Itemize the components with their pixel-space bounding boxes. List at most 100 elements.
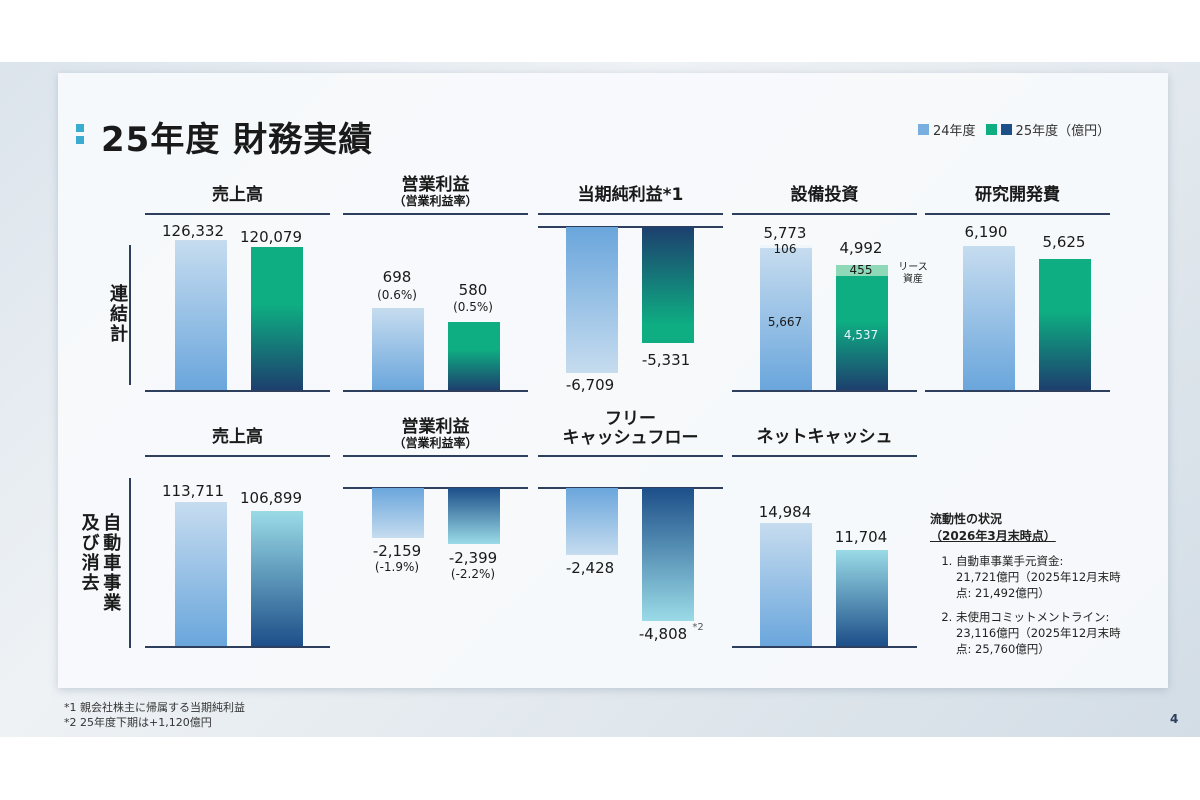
bar-op-fy25 xyxy=(448,321,500,390)
header-op2-sub: （営業利益率） xyxy=(393,435,478,450)
value-op-ratio-fy24: (0.6%) xyxy=(377,288,417,302)
value-capex-fy24: 5,773 xyxy=(763,224,807,242)
liquidity-item-2: 未使用コミットメントライン: 23,116億円（2025年12月末時 点: 25… xyxy=(956,609,1121,657)
value-netcash-fy24: 14,984 xyxy=(758,503,812,521)
axis-sales xyxy=(145,390,330,392)
liquidity-heading-date: （2026年3月末時点） xyxy=(930,528,1056,543)
axis-op xyxy=(343,390,528,392)
header-sales2: 売上高 xyxy=(212,427,263,447)
value-ni-fy24: -6,709 xyxy=(565,376,615,394)
value-sales-fy25: 120,079 xyxy=(239,228,303,246)
value-ni-fy25: -5,331 xyxy=(641,351,691,369)
bar-capex-fy24-lease xyxy=(760,245,812,248)
legend-label-fy24: 24年度 xyxy=(933,124,976,139)
axis-netcash xyxy=(732,646,917,648)
bar-auto-op-fy24 xyxy=(372,488,424,538)
header-netcash: ネットキャッシュ xyxy=(756,427,893,447)
header-rule-netcash xyxy=(732,455,917,457)
label-lease-asset: リース 資産 xyxy=(898,262,928,285)
header-fcf: フリー キャッシュフロー xyxy=(562,409,699,448)
bar-fcf-fy24 xyxy=(566,488,618,555)
value-op-fy25: 580 xyxy=(458,281,488,299)
bar-rd-fy25 xyxy=(1039,259,1091,390)
value-capex-fy24-lease: 106 xyxy=(773,242,797,256)
value-capex-fy25-lease: 455 xyxy=(849,263,873,277)
bar-auto-sales-fy25 xyxy=(251,510,303,646)
value-auto-op-fy24: -2,159 xyxy=(372,542,422,560)
bar-auto-sales-fy24 xyxy=(175,502,227,646)
value-auto-op-ratio-fy25: (-2.2%) xyxy=(450,567,496,581)
title-bullet-top xyxy=(76,124,84,132)
value-auto-sales-fy24: 113,711 xyxy=(161,482,225,500)
bar-capex-fy24-main xyxy=(760,247,812,390)
header-op-sub: （営業利益率） xyxy=(393,193,478,208)
liquidity-item-1: 自動車事業手元資金: 21,721億円（2025年12月末時 点: 21,492… xyxy=(956,553,1121,601)
footnote-2: *2 25年度下期は+1,120億円 xyxy=(64,716,212,729)
value-rd-fy25: 5,625 xyxy=(1042,233,1086,251)
value-auto-op-fy25: -2,399 xyxy=(448,549,498,567)
header-rule-ni xyxy=(538,213,723,215)
footnote-1: *1 親会社株主に帰属する当期純利益 xyxy=(64,701,245,714)
header-rule-op2 xyxy=(343,455,528,457)
legend-swatch-fy25-green xyxy=(985,124,997,135)
bar-ni-fy24 xyxy=(566,227,618,373)
row-label-auto: 自動車事業 及び消去 xyxy=(78,513,122,613)
header-op2-title: 営業利益 xyxy=(401,417,470,437)
axis-op2 xyxy=(343,487,528,489)
liquidity-box: 流動性の状況 （2026年3月末時点） 自動車事業手元資金: 21,721億円（… xyxy=(930,511,1121,665)
legend: 24年度 25年度（億円） xyxy=(918,120,1110,139)
bar-capex-fy25-main xyxy=(836,276,888,390)
value-auto-sales-fy25: 106,899 xyxy=(239,489,303,507)
bar-capex-fy25-lease xyxy=(836,264,888,277)
legend-label-fy25: 25年度（億円） xyxy=(1015,124,1111,139)
header-op-title: 営業利益 xyxy=(401,175,470,195)
value-netcash-fy25: 11,704 xyxy=(834,528,888,546)
legend-swatch-fy25-blue xyxy=(1000,124,1012,135)
axis-rd xyxy=(925,390,1110,392)
header-rule-op xyxy=(343,213,528,215)
value-capex-fy24-main: 5,667 xyxy=(767,315,803,329)
value-sales-fy24: 126,332 xyxy=(161,222,225,240)
header-rule-sales2 xyxy=(145,455,330,457)
axis-ni xyxy=(538,226,723,228)
bar-fcf-fy25 xyxy=(642,488,694,621)
value-op-ratio-fy25: (0.5%) xyxy=(453,300,493,314)
bar-netcash-fy25 xyxy=(836,549,888,646)
page-number: 4 xyxy=(1170,712,1179,726)
header-op2: 営業利益 （営業利益率） xyxy=(343,418,528,450)
header-op: 営業利益 （営業利益率） xyxy=(343,176,528,208)
bar-netcash-fy24 xyxy=(760,523,812,646)
liquidity-heading: 流動性の状況 xyxy=(930,512,1003,526)
row-label-consolidated: 連結計 xyxy=(107,284,128,344)
header-sales: 売上高 xyxy=(212,185,263,205)
header-rule-fcf xyxy=(538,455,723,457)
legend-swatch-fy24 xyxy=(918,124,929,135)
bar-ni-fy25 xyxy=(642,227,694,343)
bar-op-fy24 xyxy=(372,308,424,390)
title-bullet-bottom xyxy=(76,136,84,144)
value-capex-fy25-main: 4,537 xyxy=(843,328,879,342)
header-rd: 研究開発費 xyxy=(975,185,1060,205)
value-capex-fy25: 4,992 xyxy=(839,239,883,257)
bar-sales-fy24 xyxy=(175,240,227,390)
axis-capex xyxy=(732,390,917,392)
page-title: 25年度 財務実績 xyxy=(101,120,374,160)
liquidity-list: 自動車事業手元資金: 21,721億円（2025年12月末時 点: 21,492… xyxy=(930,553,1121,658)
row-divider-consolidated xyxy=(129,245,131,385)
bar-auto-op-fy25 xyxy=(448,488,500,544)
value-op-fy24: 698 xyxy=(382,268,412,286)
axis-fcf xyxy=(538,487,723,489)
note-fcf-fy25: *2 xyxy=(692,622,704,633)
value-rd-fy24: 6,190 xyxy=(964,223,1008,241)
header-ni: 当期純利益*1 xyxy=(577,185,684,205)
axis-sales2 xyxy=(145,646,330,648)
header-capex: 設備投資 xyxy=(790,185,859,205)
value-auto-op-ratio-fy24: (-1.9%) xyxy=(374,560,420,574)
value-fcf-fy24: -2,428 xyxy=(565,559,615,577)
header-rule-sales xyxy=(145,213,330,215)
header-rule-rd xyxy=(925,213,1110,215)
header-rule-capex xyxy=(732,213,917,215)
row-divider-auto xyxy=(129,478,131,648)
bar-rd-fy24 xyxy=(963,246,1015,390)
bar-sales-fy25 xyxy=(251,247,303,390)
